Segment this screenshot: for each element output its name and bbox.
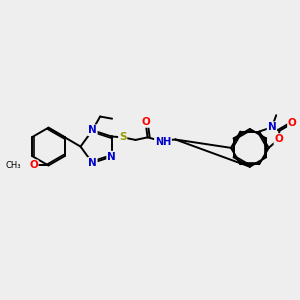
Text: CH₃: CH₃ bbox=[6, 161, 21, 170]
Text: N: N bbox=[107, 152, 116, 162]
Text: N: N bbox=[88, 125, 97, 135]
Text: N: N bbox=[268, 122, 276, 132]
Text: N: N bbox=[88, 158, 97, 168]
Text: NH: NH bbox=[155, 137, 171, 148]
Text: O: O bbox=[288, 118, 297, 128]
Text: O: O bbox=[274, 134, 283, 144]
Text: O: O bbox=[29, 160, 38, 170]
Text: S: S bbox=[119, 132, 127, 142]
Text: O: O bbox=[142, 117, 150, 127]
